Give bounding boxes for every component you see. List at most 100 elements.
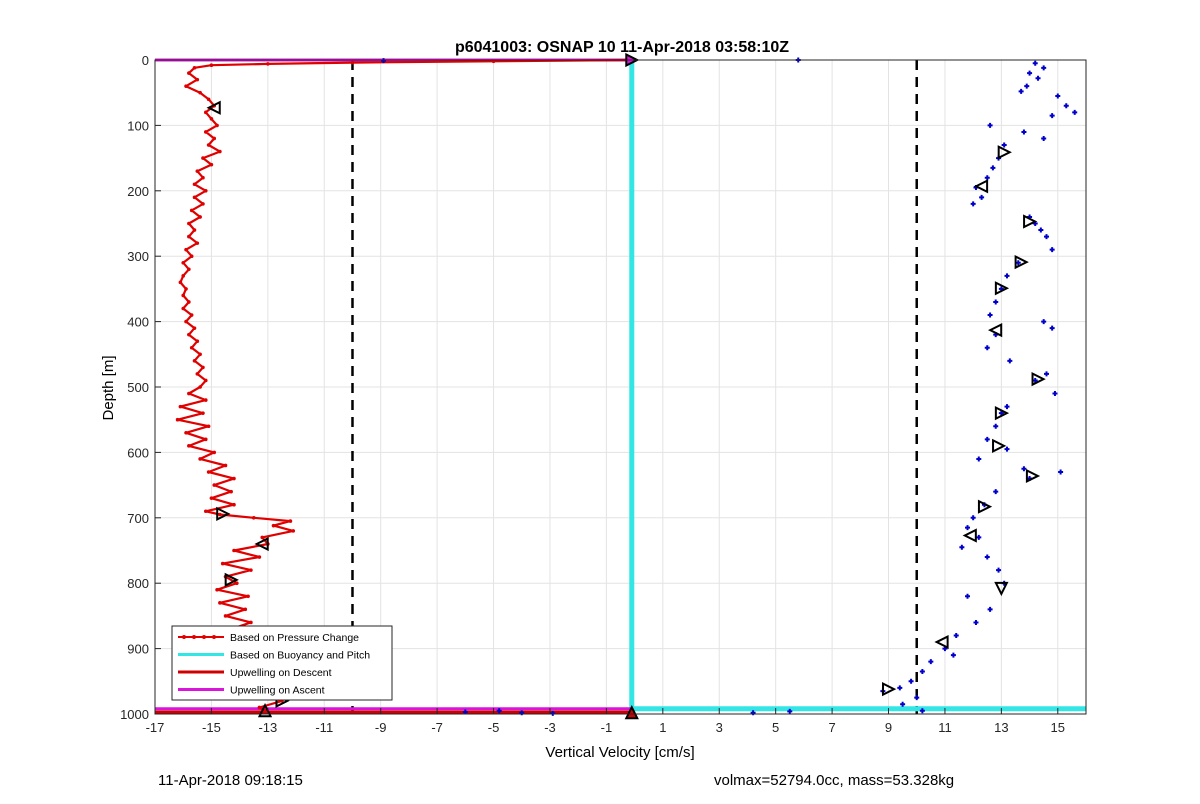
buoyancy-marker — [973, 179, 989, 194]
pressure-change-point — [271, 523, 276, 528]
buoyancy-point — [1072, 109, 1078, 115]
buoyancy-point — [928, 659, 934, 665]
buoyancy-point — [996, 567, 1002, 573]
pressure-change-point — [195, 169, 200, 173]
buoyancy-point — [1032, 377, 1038, 383]
y-tick-label: 900 — [127, 642, 149, 657]
buoyancy-point — [1007, 358, 1013, 364]
pressure-change-point — [223, 463, 228, 468]
x-tick-label: 9 — [885, 720, 892, 735]
buoyancy-point — [979, 194, 985, 200]
pressure-change-point — [192, 195, 197, 200]
buoyancy-point — [919, 668, 925, 674]
y-tick-label: 300 — [127, 249, 149, 264]
buoyancy-point — [965, 593, 971, 599]
buoyancy-marker — [994, 406, 1010, 421]
pressure-change-point — [192, 182, 197, 187]
x-tick-label: -11 — [315, 720, 333, 735]
x-tick-label: -5 — [488, 720, 500, 735]
pressure-change-point — [178, 280, 183, 285]
pressure-change-point — [218, 149, 222, 154]
pressure-change-point — [260, 535, 265, 540]
buoyancy-point — [993, 489, 999, 495]
pressure-change-point — [212, 136, 217, 141]
pressure-change-point — [189, 208, 194, 213]
pressure-change-point — [203, 437, 208, 442]
pressure-change-point — [192, 66, 197, 70]
buoyancy-point — [381, 58, 387, 64]
buoyancy-point — [1032, 60, 1038, 66]
buoyancy-marker — [994, 581, 1009, 597]
pressure-change-marker — [254, 536, 269, 552]
pressure-change-point — [184, 247, 188, 252]
buoyancy-marker — [882, 682, 897, 697]
pressure-change-point — [232, 548, 236, 553]
plot-data — [155, 52, 1086, 720]
legend: Based on Pressure Change Based on Buoyanc… — [171, 625, 393, 701]
buoyancy-point — [1044, 371, 1049, 377]
x-tick-label: -17 — [146, 720, 165, 735]
footer-timestamp: 11-Apr-2018 09:18:15 — [158, 772, 303, 789]
y-tick-label: 700 — [127, 511, 149, 526]
y-tick-label: 600 — [127, 445, 149, 460]
pressure-change-point — [209, 63, 214, 68]
pressure-change-point — [195, 372, 200, 376]
pressure-change-point — [266, 62, 270, 66]
buoyancy-point — [1055, 93, 1061, 99]
pressure-change-point — [203, 189, 208, 193]
buoyancy-marker — [1031, 372, 1046, 387]
pressure-change-point — [209, 117, 214, 121]
pressure-change-point — [201, 411, 205, 415]
pressure-change-point — [203, 509, 208, 514]
buoyancy-point — [1049, 113, 1055, 119]
buoyancy-marker — [1014, 254, 1029, 270]
x-tick-label: 1 — [659, 720, 666, 735]
y-tick-label: 800 — [127, 576, 149, 591]
buoyancy-point — [970, 515, 976, 521]
pressure-change-point — [192, 326, 197, 330]
pressure-change-point — [184, 287, 188, 291]
pressure-change-point — [257, 705, 262, 710]
pressure-change-point — [175, 417, 180, 422]
buoyancy-point — [897, 685, 903, 691]
x-tick-label: 7 — [828, 720, 835, 735]
pressure-change-point — [206, 470, 211, 474]
buoyancy-point — [1021, 129, 1027, 135]
x-tick-label: -13 — [258, 720, 277, 735]
pressure-change-point — [201, 156, 205, 160]
pressure-change-point — [223, 614, 228, 618]
x-tick-label: -9 — [375, 720, 387, 735]
buoyancy-point — [984, 345, 990, 351]
pressure-change-point — [201, 365, 205, 370]
buoyancy-marker — [962, 528, 977, 543]
buoyancy-point — [987, 122, 993, 128]
buoyancy-point — [1004, 446, 1010, 452]
legend-label: Upwelling on Ascent — [230, 685, 325, 697]
axes: -17 -15 -13 -11 -9 -7 -5 -3 -1 1 3 5 7 9 11 13 150100200… — [120, 53, 1087, 735]
footer-volmax-mass: volmax=52794.0cc, mass=53.328kg — [714, 772, 955, 789]
pressure-change-point — [218, 601, 222, 605]
y-tick-label: 400 — [127, 315, 149, 330]
pressure-change-point — [263, 708, 267, 713]
pressure-change-point — [235, 581, 239, 585]
pressure-change-point — [189, 313, 194, 317]
buoyancy-point — [953, 633, 959, 639]
pressure-change-point — [249, 620, 253, 625]
pressure-change-point — [212, 450, 217, 455]
buoyancy-marker — [934, 634, 949, 650]
buoyancy-point — [984, 175, 990, 181]
pressure-change-point — [206, 143, 211, 147]
buoyancy-marker — [997, 145, 1012, 160]
pressure-change-point — [187, 444, 191, 448]
buoyancy-point — [550, 710, 556, 716]
buoyancy-point — [950, 652, 956, 658]
pressure-change-point — [232, 476, 236, 481]
pressure-change-point — [192, 359, 197, 363]
buoyancy-point — [1024, 83, 1030, 89]
pressure-change-point — [195, 339, 200, 344]
buoyancy-point — [1049, 325, 1055, 331]
pressure-change-point — [184, 319, 188, 324]
pressure-change-marker — [224, 572, 239, 588]
buoyancy-point — [496, 708, 502, 714]
